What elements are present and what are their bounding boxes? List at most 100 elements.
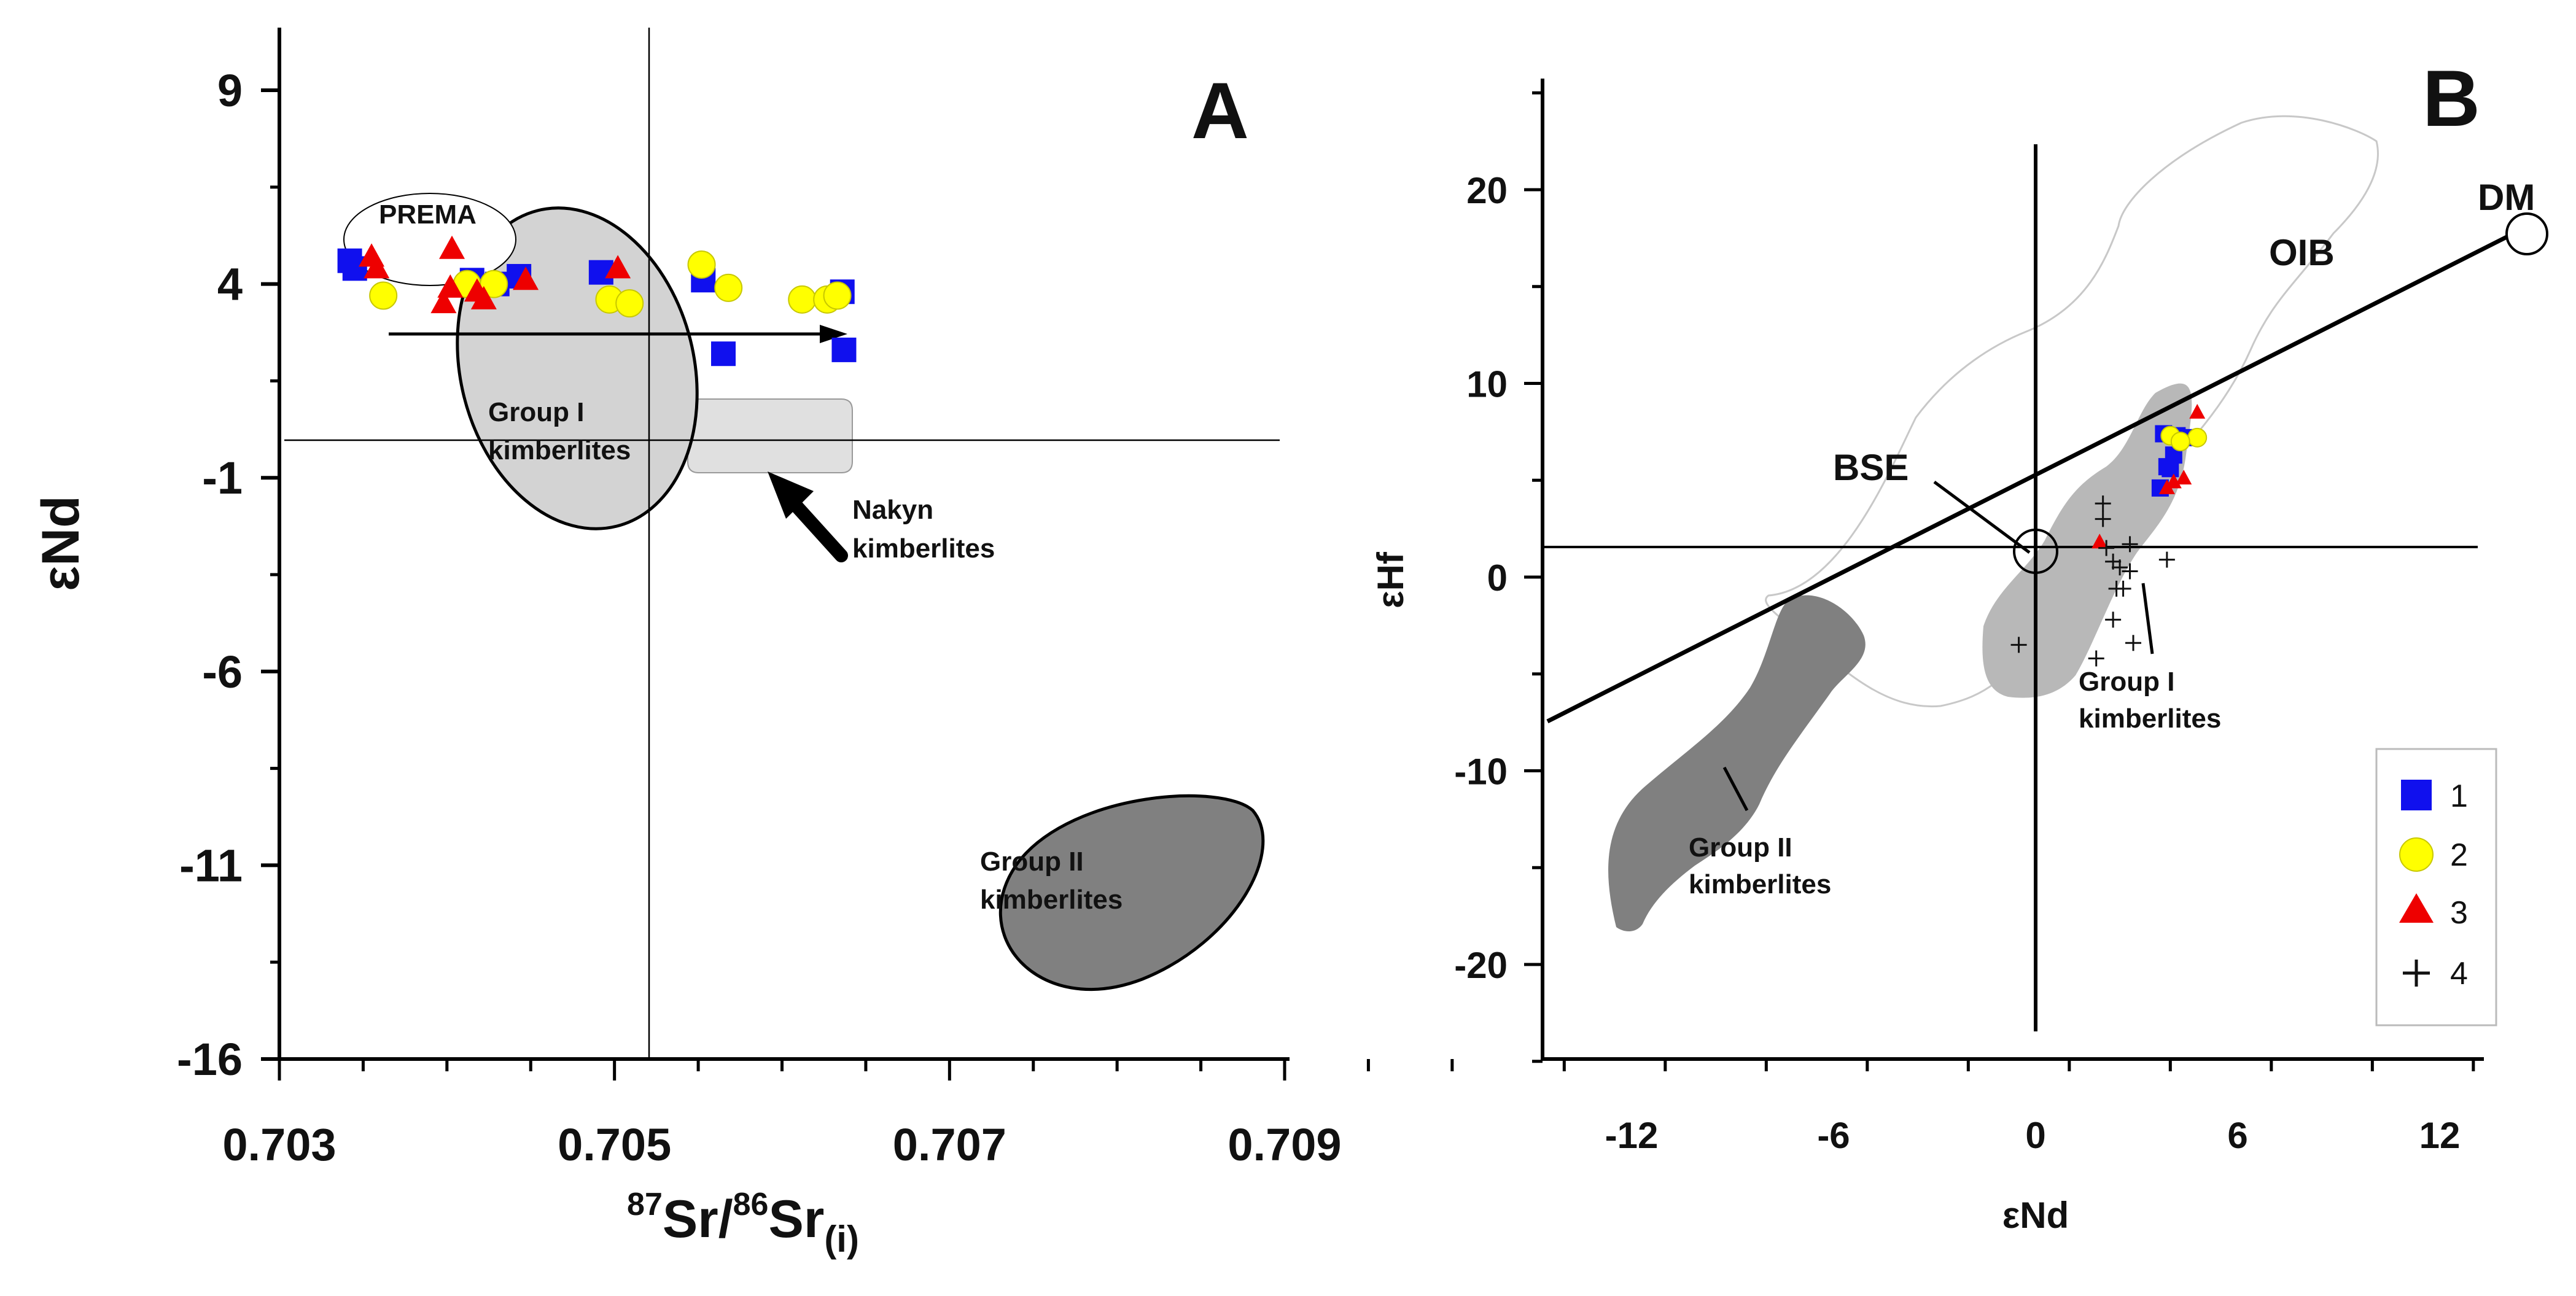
group-ii-pointer-line	[1722, 766, 1749, 812]
b-x-ticks	[1562, 1059, 2475, 1071]
nakyn-pointer-arrow	[768, 471, 848, 562]
b-point-circle	[2187, 427, 2208, 448]
b-y-ticks	[1524, 91, 1543, 1063]
a-x-title-sub-i: (i)	[824, 1219, 859, 1260]
a-point-circle	[615, 289, 644, 318]
b-point-plus	[2122, 536, 2138, 553]
a-point-triangle	[364, 255, 390, 279]
b-x-tick-labels: -12 -6 0 6 12	[1605, 1115, 2461, 1156]
group-ii-b-label-line2: kimberlites	[1689, 869, 1831, 899]
legend-box	[2375, 748, 2497, 1026]
a-point-circle	[687, 250, 716, 279]
b-x-tick-label: -6	[1817, 1115, 1850, 1156]
nakyn-label-line2: kimberlites	[852, 534, 995, 564]
a-point-triangle	[470, 285, 497, 309]
a-point-square	[711, 341, 736, 367]
a-point-triangle	[439, 235, 465, 259]
a-x-tick-label: 0.707	[893, 1119, 1006, 1170]
a-y-tick-label: -6	[202, 646, 243, 697]
bse-label: BSE	[1833, 447, 1909, 488]
a-point-circle	[369, 281, 398, 310]
a-x-axis-title: 87Sr/86Sr(i)	[627, 1187, 859, 1260]
b-point-triangle	[2176, 470, 2192, 485]
b-point-plus	[2122, 563, 2138, 580]
a-point-circle	[480, 270, 508, 298]
a-point-circle	[714, 273, 743, 302]
b-point-plus	[2158, 551, 2175, 568]
prema-region	[343, 193, 516, 286]
legend-label-2: 2	[2450, 837, 2468, 873]
b-y-axis-title: εHf	[1370, 551, 1411, 608]
group-ii-label-line2: kimberlites	[980, 885, 1123, 915]
a-x-ticks	[278, 1059, 1454, 1081]
a-y-tick-label: -11	[179, 840, 243, 891]
b-x-tick-label: 0	[2025, 1115, 2045, 1156]
dm-point	[2505, 212, 2548, 255]
b-point-square	[2162, 460, 2179, 478]
group-ii-b-label-line1: Group II	[1689, 832, 1792, 863]
trend-arrow	[389, 325, 847, 343]
a-x-tick-label: 0.705	[558, 1119, 671, 1170]
a-x-tick-labels: 0.703 0.705 0.707 0.709	[222, 1119, 1341, 1170]
a-point-square	[831, 337, 857, 362]
b-y-tick-label: 20	[1466, 170, 1508, 211]
b-x-axis-title: εNd	[2002, 1195, 2069, 1236]
group-ii-label-line1: Group II	[980, 847, 1084, 877]
a-point-triangle	[513, 266, 539, 290]
a-x-tick-label: 0.703	[222, 1119, 336, 1170]
a-point-triangle	[605, 255, 631, 279]
group-i-b-label-line1: Group I	[2079, 667, 2174, 697]
a-y-tick-label: -1	[202, 452, 243, 503]
panel-b: DM BSE OIB Group I kimberlites Group II …	[1370, 53, 2548, 1236]
b-x-tick-label: 12	[2419, 1115, 2461, 1156]
b-point-plus	[2088, 650, 2104, 667]
group-ii-kimberlites-region-b	[1608, 595, 1866, 931]
b-x-tick-label: -12	[1605, 1115, 1659, 1156]
a-y-tick-label: 4	[217, 259, 243, 310]
a-x-title-sr2: Sr	[768, 1190, 824, 1249]
a-point-triangle	[430, 290, 457, 314]
group-i-label-line1: Group I	[488, 397, 584, 427]
legend-marker-2	[2399, 837, 2434, 872]
b-point-plus	[2112, 559, 2128, 576]
b-point-plus	[2010, 637, 2027, 653]
b-x-tick-label: 6	[2227, 1115, 2247, 1156]
a-y-tick-label: 9	[217, 65, 243, 116]
b-y-tick-label: -10	[1454, 751, 1508, 793]
a-y-tick-labels: 9 4 -1 -6 -11 -16	[177, 65, 243, 1085]
a-x-title-sup-86: 86	[733, 1187, 769, 1222]
b-point-plus	[2108, 580, 2125, 597]
legend-label-1: 1	[2450, 778, 2468, 814]
panel-a-letter: A	[1191, 66, 1249, 155]
b-point-circle	[2170, 432, 2190, 452]
mantle-array-line	[1546, 232, 2513, 724]
bse-point	[2013, 529, 2058, 574]
a-point-circle	[823, 281, 852, 310]
a-data-points	[337, 235, 857, 367]
legend-label-4: 4	[2450, 956, 2468, 991]
nakyn-kimberlites-region	[687, 398, 853, 473]
b-point-plus	[2095, 495, 2111, 512]
legend-marker-1	[2401, 780, 2432, 810]
nakyn-label-line1: Nakyn	[852, 495, 933, 525]
a-point-triangle	[437, 274, 464, 298]
b-data-points	[2010, 403, 2208, 667]
group-i-b-label-line2: kimberlites	[2079, 704, 2221, 734]
a-x-title-sr: Sr/	[663, 1190, 733, 1249]
b-point-plus	[2098, 540, 2115, 556]
bse-pointer-line	[1933, 480, 2031, 554]
b-point-plus	[2095, 511, 2111, 527]
legend-marker-3	[2399, 893, 2434, 923]
a-y-axis-title: εNd	[31, 495, 90, 591]
group-ii-kimberlites-region	[998, 794, 1265, 991]
b-y-tick-label: 10	[1466, 364, 1508, 405]
a-point-circle	[788, 285, 817, 314]
b-y-tick-label: -20	[1454, 945, 1508, 986]
b-point-triangle	[2092, 534, 2108, 549]
oib-label: OIB	[2269, 232, 2335, 273]
b-point-plus	[2105, 611, 2122, 628]
prema-label: PREMA	[379, 200, 477, 230]
b-point-plus	[2125, 635, 2142, 651]
